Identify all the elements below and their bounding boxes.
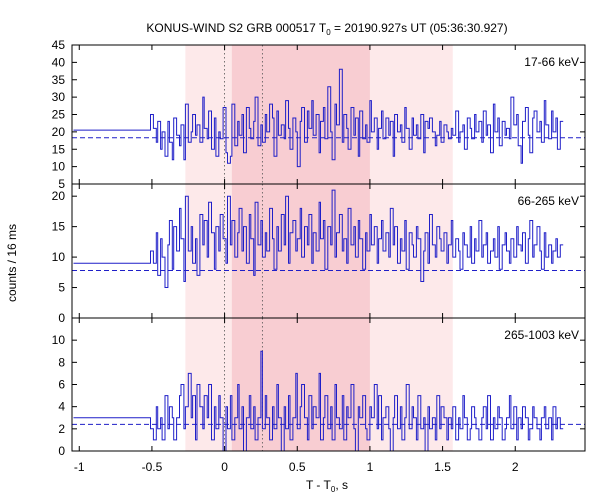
y-tick-label: 10 <box>52 250 66 264</box>
energy-band-label: 66-265 keV <box>518 194 579 208</box>
panel-2: 0 5 10 15 20 66-265 keV <box>52 183 586 325</box>
title-rest: = 20190.927s UT (05:36:30.927) <box>331 21 508 35</box>
x-label-rest: , s <box>335 478 348 492</box>
light-curve-series <box>73 68 564 168</box>
y-tick-label: 20 <box>52 125 66 139</box>
y-tick-label: 10 <box>52 160 66 174</box>
y-axis-label: counts / 16 ms <box>5 224 19 302</box>
x-tick-label: -0.5 <box>142 460 163 474</box>
y-tick-label: 8 <box>58 355 65 369</box>
light-curve-series <box>73 189 564 288</box>
y-tick-label: 35 <box>52 73 66 87</box>
title-main: KONUS-WIND S2 GRB 000517 T <box>146 21 327 35</box>
y-tick-label: 10 <box>52 333 66 347</box>
y-tick-label: 20 <box>52 189 66 203</box>
y-tick-label: 5 <box>58 281 65 295</box>
shaded-interval-2 <box>231 45 370 184</box>
y-tick-label: 15 <box>52 142 66 156</box>
x-tick-label: 1.5 <box>434 460 451 474</box>
y-tick-label: 0 <box>58 444 65 458</box>
x-tick-label: 0.5 <box>289 460 306 474</box>
y-tick-label: 25 <box>52 108 66 122</box>
x-label-main: T - T <box>306 478 332 492</box>
y-tick-label: 15 <box>52 220 66 234</box>
light-curve-series <box>73 350 564 452</box>
panel-3: 0 2 4 6 8 10 265-1003 keV <box>52 317 586 458</box>
x-tick-label: -1 <box>74 460 85 474</box>
energy-band-label: 265-1003 keV <box>504 328 579 342</box>
y-tick-label: 40 <box>52 55 66 69</box>
energy-band-label: 17-66 keV <box>524 55 579 69</box>
x-tick-label: 2 <box>512 460 519 474</box>
y-tick-label: 5 <box>58 177 65 191</box>
y-tick-label: 4 <box>58 400 65 414</box>
x-axis-label: T - T0, s <box>306 478 348 494</box>
chart-title: KONUS-WIND S2 GRB 000517 T0 = 20190.927s… <box>146 21 507 37</box>
y-tick-label: 6 <box>58 378 65 392</box>
y-tick-label: 45 <box>52 38 66 52</box>
x-tick-label: 0 <box>221 460 228 474</box>
x-tick-label: 1 <box>367 460 374 474</box>
panel-1: 5 10 15 20 25 30 35 40 45 17-66 keV <box>52 38 586 191</box>
shaded-interval-2 <box>231 184 370 318</box>
y-tick-label: 30 <box>52 90 66 104</box>
shaded-interval-2 <box>231 318 370 451</box>
x-label-subscript: 0 <box>331 485 336 494</box>
y-tick-label: 2 <box>58 422 65 436</box>
y-tick-label: 0 <box>58 311 65 325</box>
title-subscript: 0 <box>326 28 331 37</box>
